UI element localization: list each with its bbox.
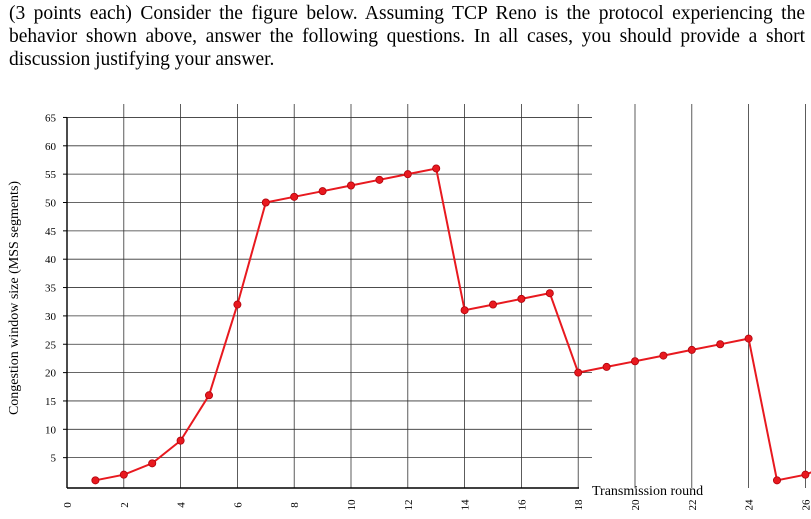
data-point [346,181,355,190]
y-tick-label: 20 [45,368,57,380]
data-point [375,175,384,184]
data-point [318,187,327,196]
data-point [773,476,782,485]
data-point [659,351,668,360]
grid-lines [67,104,806,488]
y-tick-label: 55 [45,169,57,181]
data-point [687,345,696,354]
data-point [233,300,242,309]
x-tick-label: 8 [289,502,301,508]
y-tick-label: 5 [51,453,57,465]
data-point [631,357,640,366]
data-point [545,289,554,298]
series-markers [91,164,810,485]
data-point [801,470,810,479]
data-point [403,170,412,179]
y-tick-label: 35 [45,283,57,295]
y-axis-label: Congestion window size (MSS segments) [7,181,22,415]
x-tick-label: 26 [800,499,811,511]
data-point [176,436,185,445]
x-tick-label: 20 [630,499,642,511]
y-tick-label: 25 [45,339,57,351]
data-point [261,198,270,207]
data-point [204,391,213,400]
question-text: (3 points each) Consider the figure belo… [9,3,805,70]
x-tick-label: 24 [744,499,756,511]
x-tick-label: 16 [516,499,528,511]
y-tick-label: 65 [45,112,57,124]
data-point [432,164,441,173]
x-tick-label: 2 [119,502,131,508]
data-point [290,192,299,201]
data-point [744,334,753,343]
axes [63,116,579,489]
data-point [602,362,611,371]
data-point [460,306,469,315]
y-tick-label: 60 [45,141,57,153]
y-tick-label: 15 [45,396,57,408]
data-point [148,459,157,468]
data-point [716,340,725,349]
data-point [91,476,100,485]
series-polyline [95,167,811,482]
series-line [95,167,811,482]
y-tick-label: 40 [45,254,57,266]
x-tick-label: 0 [62,502,74,508]
y-tick-label: 10 [45,424,57,436]
x-tick-label: 10 [346,499,358,511]
data-point [574,368,583,377]
x-tick-label: 14 [460,499,472,511]
y-tick-label: 30 [45,311,57,323]
data-point [119,470,128,479]
data-point [517,294,526,303]
y-tick-label: 45 [45,226,57,238]
x-tick-label: 6 [232,502,244,508]
x-tick-label: 4 [176,502,188,508]
y-tick-label: 50 [45,198,57,210]
x-tick-label: 18 [573,499,585,511]
data-point [488,300,497,309]
x-tick-label: 12 [403,500,415,511]
x-axis-label: Transmission round [592,484,703,499]
x-tick-label: 22 [687,500,699,511]
